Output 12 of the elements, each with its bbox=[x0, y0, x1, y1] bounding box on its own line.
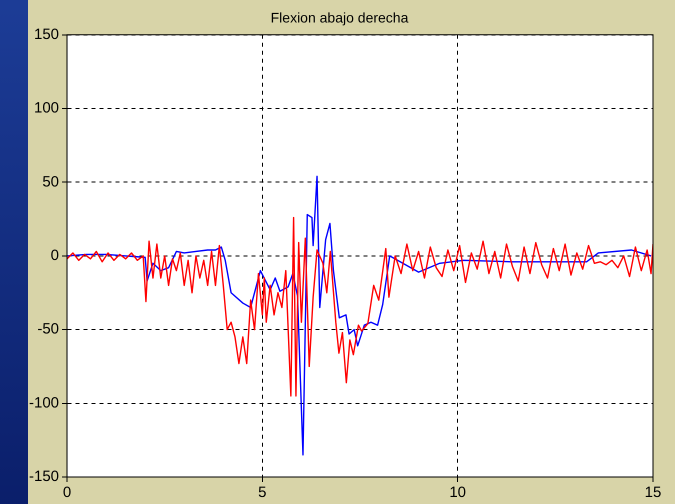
x-tick-label: 0 bbox=[62, 484, 72, 502]
y-tick-label: 150 bbox=[34, 26, 60, 43]
y-tick-label: -150 bbox=[28, 468, 60, 486]
chart-title: Flexion abajo derecha bbox=[270, 9, 409, 26]
x-tick-label: 15 bbox=[644, 484, 662, 502]
y-tick-label: -100 bbox=[28, 394, 60, 412]
x-tick-label: 10 bbox=[449, 484, 466, 502]
y-tick-label: 50 bbox=[42, 173, 60, 190]
y-tick-label: 100 bbox=[34, 100, 60, 117]
x-tick-label: 5 bbox=[258, 484, 267, 502]
y-tick-label: -50 bbox=[37, 320, 60, 338]
y-tick-label: 0 bbox=[50, 247, 60, 264]
